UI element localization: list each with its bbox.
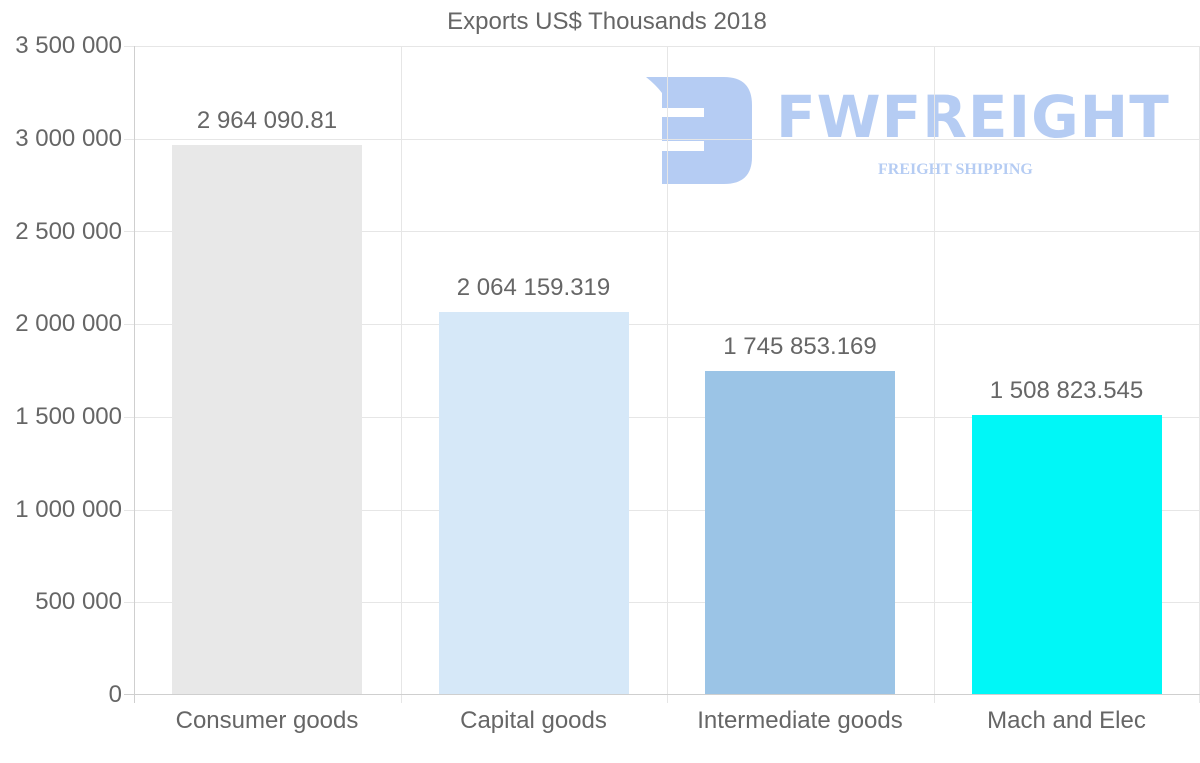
chart-title: Exports US$ Thousands 2018 xyxy=(447,8,767,35)
y-tick-label: 3 000 000 xyxy=(15,125,122,152)
bar-capital-goods[interactable] xyxy=(438,312,629,695)
gridline xyxy=(124,602,1200,604)
gridline xyxy=(124,231,1200,233)
value-label: 1 745 853.169 xyxy=(723,333,877,360)
plot-area: 2 964 090.81 2 064 159.319 1 745 853.169… xyxy=(124,46,1200,703)
value-label: 2 964 090.81 xyxy=(196,107,338,134)
y-tick-label: 1 000 000 xyxy=(15,496,122,523)
y-axis-line xyxy=(134,46,135,703)
logo-tagline-text: FREIGHT SHIPPING xyxy=(878,161,1033,178)
x-tick-label: Consumer goods xyxy=(175,707,359,734)
x-tick-label: Intermediate goods xyxy=(697,707,903,734)
logo-mark-icon xyxy=(646,77,752,184)
bar-consumer-goods[interactable] xyxy=(172,145,362,695)
y-tick-label: 2 500 000 xyxy=(15,218,122,245)
x-tick-label: Mach and Elec xyxy=(987,707,1146,734)
y-tick-label: 500 000 xyxy=(35,588,122,615)
y-tick-label: 0 xyxy=(108,681,122,708)
y-tick-label: 3 500 000 xyxy=(15,32,122,59)
gridline xyxy=(124,509,1200,511)
y-tick-label: 1 500 000 xyxy=(15,403,122,430)
gridline xyxy=(667,46,668,703)
gridline xyxy=(124,416,1200,418)
gridline xyxy=(400,46,402,703)
gridline xyxy=(933,46,935,703)
value-label: 2 064 159.319 xyxy=(456,274,611,301)
x-tick-label: Capital goods xyxy=(460,707,607,734)
y-tick-label: 2 000 000 xyxy=(15,310,122,337)
bar-mach-and-elec[interactable] xyxy=(971,415,1162,695)
x-axis-line xyxy=(124,694,1200,695)
gridline xyxy=(124,46,1200,47)
value-label: 1 508 823.545 xyxy=(989,377,1144,404)
gridline xyxy=(124,324,1200,326)
bar-intermediate-goods[interactable] xyxy=(705,371,895,695)
gridline xyxy=(124,138,1200,140)
